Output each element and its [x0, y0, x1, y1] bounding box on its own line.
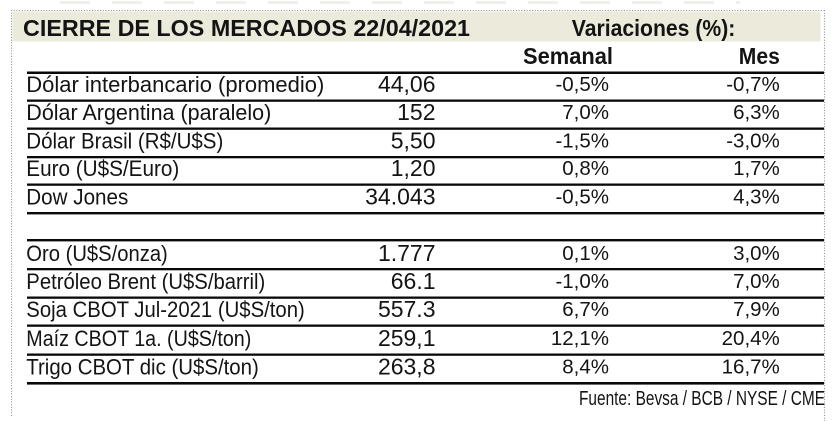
svg-text:Trigo CBOT dic (U$S/ton): Trigo CBOT dic (U$S/ton) [26, 354, 258, 379]
svg-text:5,50: 5,50 [391, 127, 436, 153]
svg-text:20,4%: 20,4% [722, 327, 780, 350]
svg-text:8,4%: 8,4% [562, 355, 609, 378]
svg-text:-0,7%: -0,7% [726, 73, 780, 96]
svg-text:-0,5%: -0,5% [555, 73, 609, 96]
svg-text:7,0%: 7,0% [562, 101, 609, 124]
svg-text:-3,0%: -3,0% [726, 129, 780, 152]
svg-text:263,8: 263,8 [378, 353, 436, 379]
svg-text:4,3%: 4,3% [733, 185, 780, 208]
svg-text:Euro (U$S/Euro): Euro (U$S/Euro) [26, 156, 179, 181]
svg-text:7,0%: 7,0% [733, 270, 780, 293]
svg-text:-1,0%: -1,0% [555, 270, 609, 293]
svg-text:-0,5%: -0,5% [555, 185, 609, 208]
svg-text:Maíz CBOT 1a. (U$S/ton): Maíz CBOT 1a. (U$S/ton) [26, 326, 251, 351]
svg-text:-1,5%: -1,5% [555, 129, 609, 152]
svg-text:Dow Jones: Dow Jones [26, 184, 128, 209]
svg-text:44,06: 44,06 [378, 71, 436, 97]
svg-text:3,0%: 3,0% [733, 242, 780, 265]
svg-text:66.1: 66.1 [391, 268, 436, 294]
svg-text:16,7%: 16,7% [722, 355, 780, 378]
svg-text:259,1: 259,1 [378, 325, 436, 351]
svg-text:Fuente: Bevsa / BCB / NYSE / C: Fuente: Bevsa / BCB / NYSE / CME [579, 388, 825, 410]
svg-text:7,9%: 7,9% [733, 298, 780, 321]
svg-text:152: 152 [397, 99, 435, 125]
svg-text:Dólar Argentina (paralelo): Dólar Argentina (paralelo) [26, 100, 271, 125]
svg-text:0,8%: 0,8% [562, 157, 609, 180]
svg-text:557.3: 557.3 [378, 296, 436, 322]
svg-text:CIERRE DE LOS MERCADOS 22/04/2: CIERRE DE LOS MERCADOS 22/04/2021 [23, 15, 470, 41]
svg-text:12,1%: 12,1% [551, 327, 609, 350]
svg-text:Semanal: Semanal [523, 43, 613, 69]
svg-text:Mes: Mes [739, 43, 780, 69]
svg-text:1.777: 1.777 [378, 240, 436, 266]
svg-text:6,3%: 6,3% [733, 101, 780, 124]
svg-text:1,7%: 1,7% [733, 157, 780, 180]
svg-text:0,1%: 0,1% [562, 242, 609, 265]
svg-text:1,20: 1,20 [391, 155, 436, 181]
svg-text:Soja CBOT Jul-2021 (U$S/ton): Soja CBOT Jul-2021 (U$S/ton) [26, 297, 305, 322]
svg-text:Oro (U$S/onza): Oro (U$S/onza) [26, 241, 168, 266]
svg-text:Petróleo Brent (U$S/barril): Petróleo Brent (U$S/barril) [26, 269, 265, 294]
svg-text:Variaciones (%):: Variaciones (%): [572, 15, 736, 41]
svg-text:Dólar Brasil (R$/U$S): Dólar Brasil (R$/U$S) [26, 128, 223, 153]
svg-text:34.043: 34.043 [365, 183, 435, 209]
svg-text:6,7%: 6,7% [562, 298, 609, 321]
svg-text:Dólar interbancario (promedio): Dólar interbancario (promedio) [26, 72, 324, 97]
